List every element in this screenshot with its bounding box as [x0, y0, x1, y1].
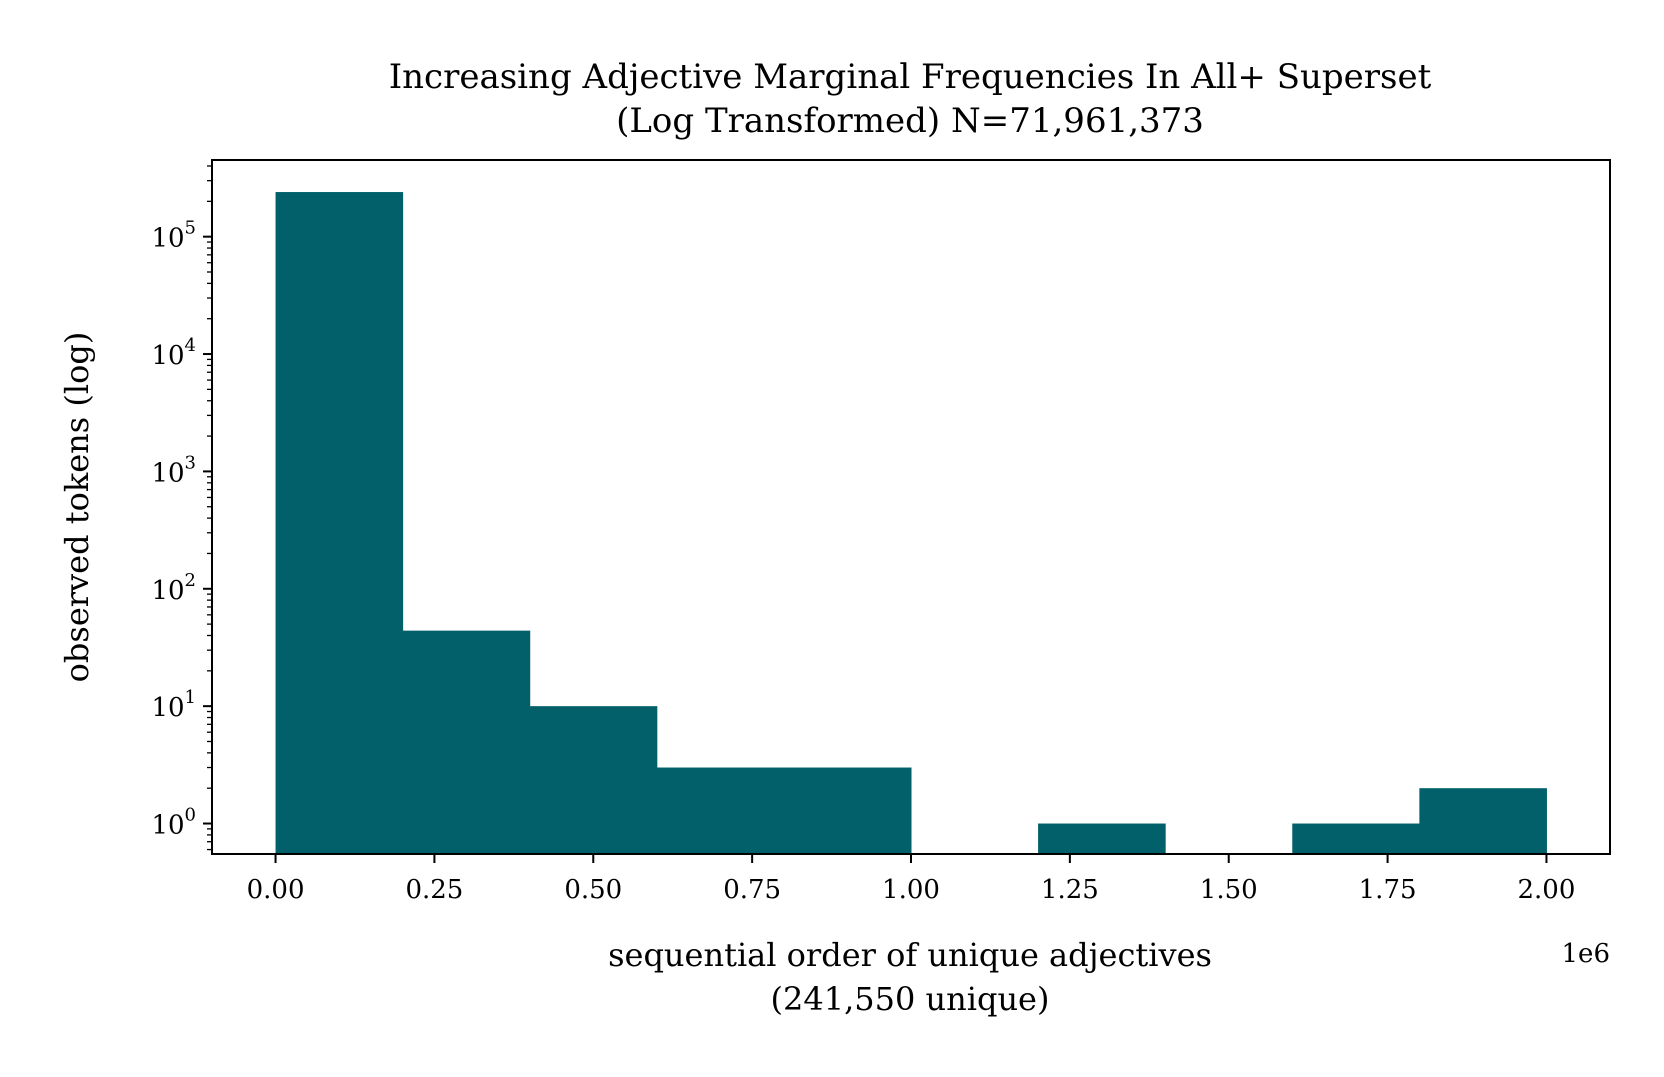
x-axis-ticks: 0.00 0.25 0.50 0.75 1.00 1.25 1.50 1.75 2.00	[247, 854, 1576, 905]
x-axis-label: sequential order of unique adjectives	[608, 936, 1212, 974]
x-tick-label-2: 0.50	[564, 875, 622, 905]
histogram-bar-4	[783, 767, 912, 854]
y-tick-label-2: 102	[151, 570, 196, 606]
x-tick-label-3: 0.75	[723, 875, 781, 905]
x-tick-label-4: 1.00	[882, 875, 940, 905]
x-tick-label-1: 0.25	[405, 875, 463, 905]
x-tick-label-6: 1.50	[1200, 875, 1258, 905]
y-axis-ticks: 100 101 102 103 104 105	[151, 165, 212, 851]
x-axis-label-line2: (241,550 unique)	[771, 980, 1050, 1018]
histogram-bar-3	[656, 767, 785, 854]
plot-frame	[211, 159, 1611, 855]
y-tick-label-4: 104	[151, 335, 196, 371]
histogram-bar-2	[529, 706, 658, 854]
x-tick-label-5: 1.25	[1041, 875, 1099, 905]
histogram-bar-6	[1038, 823, 1166, 854]
y-tick-label-1: 101	[151, 687, 196, 723]
histogram-bar-8	[1292, 823, 1420, 854]
y-tick-label-3: 103	[151, 452, 196, 488]
y-tick-label-5: 105	[151, 218, 196, 254]
histogram-bar-0	[275, 192, 404, 854]
bars-group	[275, 192, 1547, 854]
y-tick-label-0: 100	[151, 805, 196, 841]
chart-subtitle: (Log Transformed) N=71,961,373	[616, 101, 1204, 141]
y-axis-label: observed tokens (log)	[58, 332, 96, 683]
x-axis-offset-label: 1e6	[1562, 939, 1610, 969]
histogram-bar-1	[402, 630, 531, 854]
x-tick-label-8: 2.00	[1518, 875, 1576, 905]
x-tick-label-7: 1.75	[1359, 875, 1417, 905]
histogram-bar-9	[1419, 788, 1547, 854]
chart-title: Increasing Adjective Marginal Frequencie…	[389, 57, 1432, 97]
x-tick-label-0: 0.00	[247, 875, 305, 905]
